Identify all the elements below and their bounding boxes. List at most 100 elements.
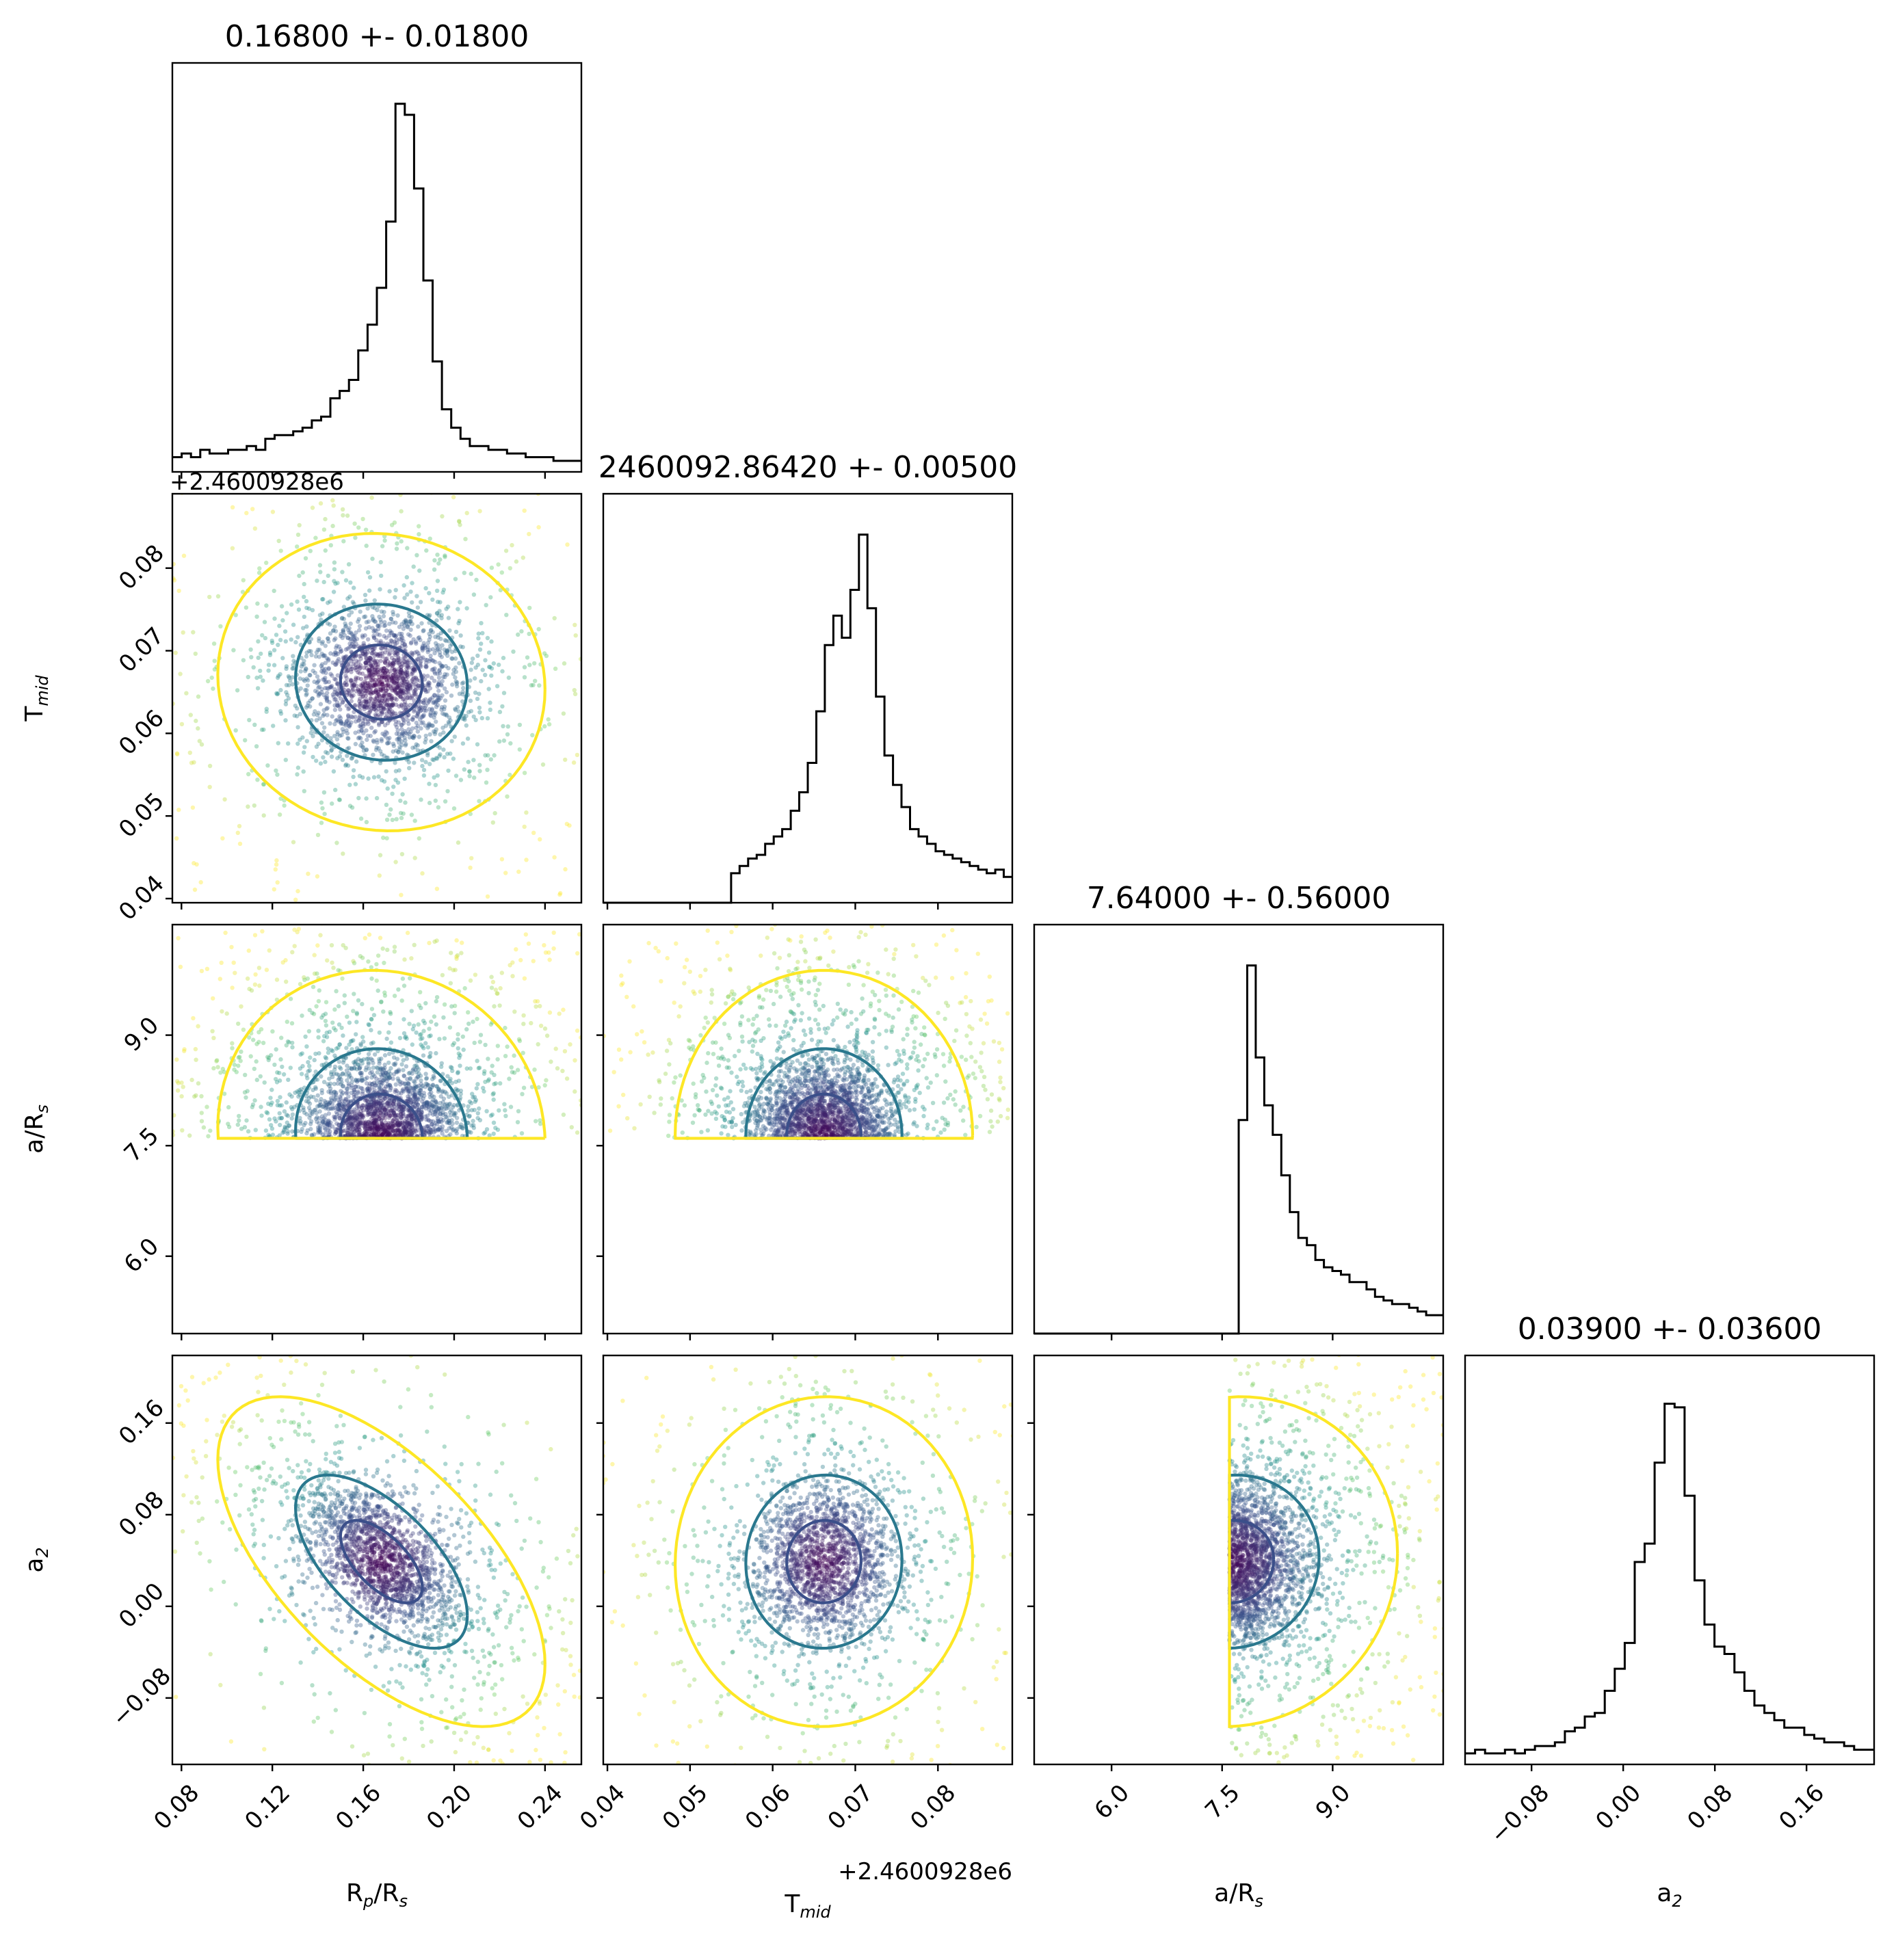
scatter-point	[404, 1124, 409, 1129]
scatter-point	[443, 1111, 448, 1117]
scatter-point	[432, 700, 436, 704]
scatter-point	[356, 717, 362, 722]
scatter-point	[435, 672, 440, 676]
scatter-point	[414, 649, 419, 654]
scatter-point	[399, 722, 404, 728]
scatter-point	[488, 700, 492, 705]
scatter-point	[398, 668, 403, 673]
scatter-point	[304, 1044, 309, 1049]
scatter-point	[505, 794, 510, 799]
scatter-point	[399, 691, 404, 696]
scatter-point	[442, 1036, 447, 1041]
scatter-point	[351, 1060, 356, 1065]
scatter-point	[373, 1117, 379, 1123]
scatter-point	[379, 1104, 384, 1109]
scatter-point	[383, 1120, 388, 1125]
scatter-point	[315, 1120, 319, 1124]
scatter-point	[388, 692, 393, 698]
scatter-point	[515, 1068, 521, 1072]
scatter-point	[369, 1007, 375, 1011]
scatter-point	[397, 1123, 401, 1128]
scatter-point	[373, 1104, 379, 1109]
scatter-point	[342, 633, 347, 638]
scatter-point	[369, 665, 375, 670]
scatter-point	[489, 975, 494, 979]
scatter-point	[384, 394, 389, 398]
scatter-point	[294, 714, 300, 719]
scatter-point	[356, 1113, 360, 1117]
scatter-point	[631, 663, 635, 667]
scatter-point	[380, 696, 385, 701]
scatter-point	[269, 640, 275, 646]
scatter-point	[246, 804, 250, 809]
scatter-point	[178, 964, 183, 970]
scatter-point	[301, 1107, 306, 1113]
scatter-point	[479, 641, 484, 646]
scatter-point	[62, 654, 66, 659]
scatter-point	[440, 1124, 445, 1129]
scatter-point	[401, 721, 406, 726]
scatter-point	[427, 686, 433, 691]
scatter-point	[417, 532, 421, 537]
scatter-point	[365, 1089, 371, 1094]
scatter-point	[373, 1109, 378, 1113]
scatter-point	[483, 672, 488, 678]
scatter-point	[412, 687, 418, 693]
scatter-point	[490, 1112, 495, 1117]
scatter-point	[467, 773, 472, 779]
scatter-point	[153, 1053, 157, 1057]
scatter-point	[414, 1065, 420, 1070]
scatter-point	[400, 730, 406, 735]
scatter-point	[363, 717, 367, 721]
scatter-point	[821, 1073, 827, 1078]
scatter-point	[301, 769, 306, 774]
scatter-point	[403, 1125, 408, 1130]
scatter-point	[323, 1018, 328, 1024]
scatter-point	[395, 541, 399, 546]
scatter-point	[436, 1087, 442, 1092]
scatter-point	[413, 684, 418, 689]
scatter-point	[349, 678, 354, 683]
scatter-point	[380, 1131, 386, 1136]
scatter-point	[343, 621, 347, 626]
scatter-point	[835, 1083, 840, 1089]
scatter-point	[816, 1113, 821, 1118]
scatter-point	[366, 1052, 371, 1057]
scatter-point	[341, 1058, 346, 1063]
scatter-point	[302, 678, 307, 683]
scatter-point	[421, 773, 427, 778]
scatter-point	[261, 813, 266, 818]
scatter-point	[329, 748, 334, 753]
scatter-point	[429, 1122, 434, 1127]
scatter-point	[246, 1035, 252, 1040]
scatter-point	[303, 556, 308, 561]
scatter-point	[318, 1100, 323, 1104]
scatter-point	[377, 1030, 382, 1035]
scatter-point	[192, 1094, 197, 1099]
scatter-point	[404, 1130, 408, 1135]
scatter-point	[283, 702, 289, 706]
scatter-point	[393, 595, 397, 600]
scatter-point	[322, 1098, 327, 1104]
scatter-point	[63, 1029, 67, 1033]
scatter-point	[432, 558, 437, 563]
scatter-point	[321, 668, 326, 673]
scatter-point	[291, 666, 296, 671]
scatter-point	[433, 659, 438, 665]
scatter-point	[352, 1117, 357, 1123]
scatter-point	[456, 621, 461, 626]
scatter-point	[368, 655, 373, 661]
scatter-point	[434, 588, 440, 593]
scatter-point	[365, 659, 370, 663]
scatter-point	[380, 1081, 385, 1086]
scatter-point	[199, 1094, 204, 1099]
hist-panel-ars	[1033, 923, 1445, 1335]
scatter-point	[436, 805, 441, 810]
scatter-point	[439, 665, 445, 670]
scatter-point	[293, 639, 298, 645]
scatter-point	[429, 1090, 434, 1095]
scatter-point	[399, 667, 404, 673]
scatter-point	[354, 1115, 359, 1120]
scatter-point	[368, 708, 373, 713]
scatter-point	[335, 1103, 340, 1108]
